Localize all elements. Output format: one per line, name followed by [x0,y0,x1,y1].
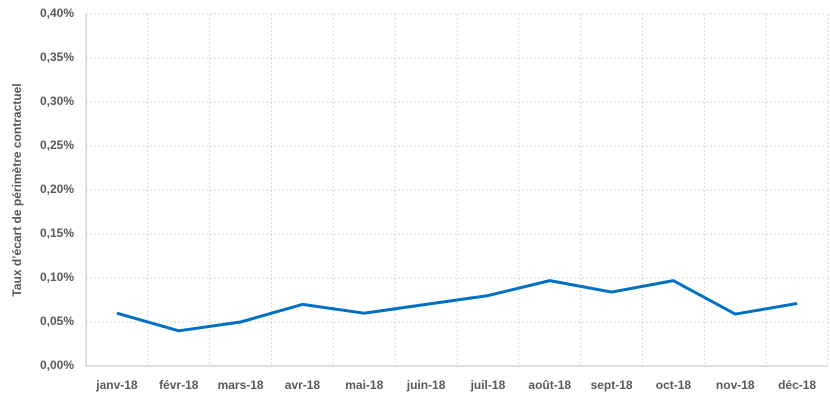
x-tick-label: mars-18 [218,378,264,392]
y-tick-label: 0,40% [40,6,74,20]
x-tick-label: sept-18 [591,378,633,392]
y-tick-label: 0,05% [40,314,74,328]
x-tick-label: nov-18 [716,378,755,392]
x-tick-label: janv-18 [95,378,138,392]
x-tick-label: juil-18 [470,378,506,392]
x-tick-label: oct-18 [656,378,692,392]
x-tick-label: juin-18 [406,378,446,392]
y-axis-label: Taux d’écart de périmètre contractuel [10,83,24,296]
x-tick-label: déc-18 [778,378,816,392]
series-line [116,279,798,333]
y-tick-label: 0,35% [40,50,74,64]
y-tick-label: 0,00% [40,358,74,372]
y-tick-label: 0,10% [40,270,74,284]
x-tick-label: avr-18 [285,378,321,392]
x-tick-label: févr-18 [159,378,199,392]
y-tick-label: 0,25% [40,138,74,152]
y-tick-label: 0,30% [40,94,74,108]
x-tick-label: mai-18 [345,378,383,392]
y-tick-label: 0,15% [40,226,74,240]
y-tick-label: 0,20% [40,182,74,196]
x-tick-label: août-18 [528,378,571,392]
